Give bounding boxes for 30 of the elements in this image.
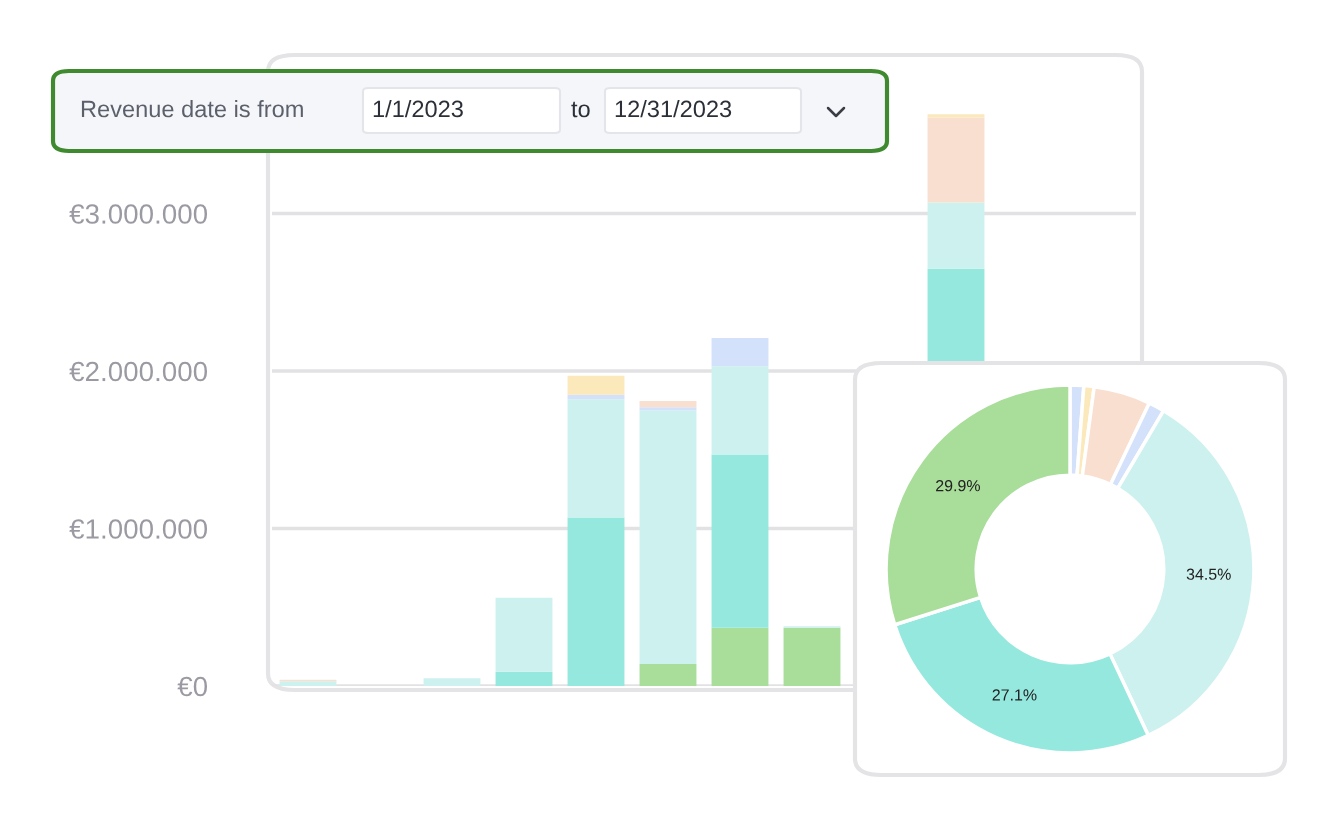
bar xyxy=(927,114,985,118)
bar xyxy=(279,681,337,686)
bar xyxy=(567,517,625,686)
y-tick-label: €2.000.000 xyxy=(69,361,208,382)
bar xyxy=(639,410,697,664)
bar xyxy=(927,202,985,269)
bar xyxy=(711,627,769,686)
bar xyxy=(495,597,553,672)
bar xyxy=(495,671,553,686)
bar xyxy=(711,337,769,367)
data-label: 27.1% xyxy=(992,689,1037,701)
y-tick-label: €1.000.000 xyxy=(69,519,208,539)
bar xyxy=(783,627,841,686)
bar xyxy=(639,400,697,408)
data-label: 34.5% xyxy=(1186,568,1231,580)
bar xyxy=(639,663,697,686)
bar xyxy=(423,678,481,686)
bar xyxy=(567,399,625,518)
y-tick-label: €3.000.000 xyxy=(69,204,208,224)
bar xyxy=(927,117,985,203)
bar xyxy=(711,366,769,455)
y-tick-label: €0 xyxy=(177,676,208,697)
annotation: 1/1/2023 xyxy=(373,100,463,118)
bar xyxy=(639,407,697,411)
bar xyxy=(567,375,625,395)
annotation: to xyxy=(571,101,590,118)
annotation: Revenue date is from xyxy=(81,100,303,118)
annotation: 12/31/2023 xyxy=(615,100,732,118)
data-label: 29.9% xyxy=(936,480,980,492)
bar xyxy=(711,454,769,628)
